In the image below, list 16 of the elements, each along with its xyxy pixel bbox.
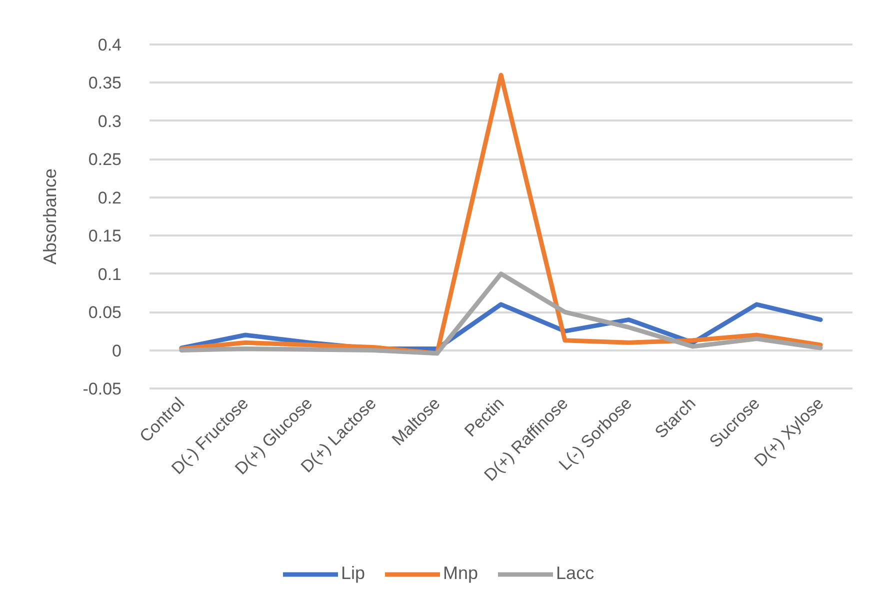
y-tick-label: 0.1 [98, 264, 122, 284]
y-tick-label: 0.4 [98, 36, 122, 54]
legend-label: Mnp [443, 563, 478, 584]
y-tick-label: 0.15 [88, 226, 122, 246]
y-axis-title: Absorbance [40, 168, 60, 265]
y-tick-label: -0.05 [82, 380, 122, 398]
y-tick-label: 0.2 [98, 188, 122, 208]
y-tick-label: 0.3 [98, 112, 122, 131]
line-series [179, 72, 823, 356]
y-tick-label: 0.05 [88, 303, 122, 322]
legend-label: Lip [341, 563, 366, 584]
y-tick-label: 0 [112, 341, 122, 360]
y-tick-label: 0.25 [88, 150, 122, 170]
line-series [179, 272, 823, 356]
legend-label: Lacc [556, 563, 594, 584]
y-tick-label: 0.35 [88, 74, 122, 93]
